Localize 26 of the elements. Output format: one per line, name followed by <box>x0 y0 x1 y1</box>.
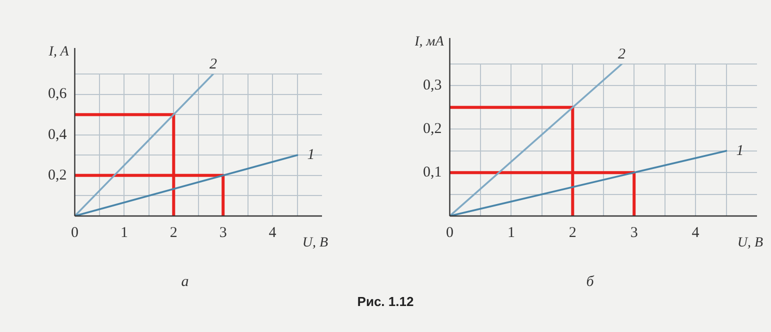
text: Рис. 1.12 <box>356 294 415 309</box>
x-tick-label: 3 <box>630 224 638 241</box>
x-tick-label: 4 <box>692 224 700 241</box>
text: б <box>585 274 595 291</box>
series-label: 1 <box>307 147 315 164</box>
y-tick-label: 0,1 <box>423 164 442 181</box>
x-tick-label: 1 <box>120 224 128 241</box>
y-axis-title: I, A <box>48 44 70 60</box>
x-tick-label: 1 <box>507 224 515 241</box>
text: а <box>180 274 190 291</box>
y-tick-label: 0,2 <box>48 167 67 184</box>
x-tick-label: 0 <box>446 224 454 241</box>
x-tick-label: 3 <box>219 224 227 241</box>
x-tick-label: 0 <box>71 224 78 241</box>
series-label: 1 <box>736 142 744 159</box>
x-tick-label: 4 <box>268 224 277 241</box>
series-label: 2 <box>618 46 626 62</box>
series-label: 2 <box>209 56 218 72</box>
y-tick-label: 0,4 <box>48 126 68 143</box>
x-tick-label: 2 <box>568 224 576 241</box>
y-tick-label: 0,2 <box>423 121 442 138</box>
x-axis-title: U, В <box>737 236 764 251</box>
x-axis-title: U, В <box>302 236 328 251</box>
y-tick-label: 0,6 <box>48 86 68 102</box>
x-tick-label: 2 <box>170 224 178 241</box>
y-tick-label: 0,3 <box>423 78 442 94</box>
